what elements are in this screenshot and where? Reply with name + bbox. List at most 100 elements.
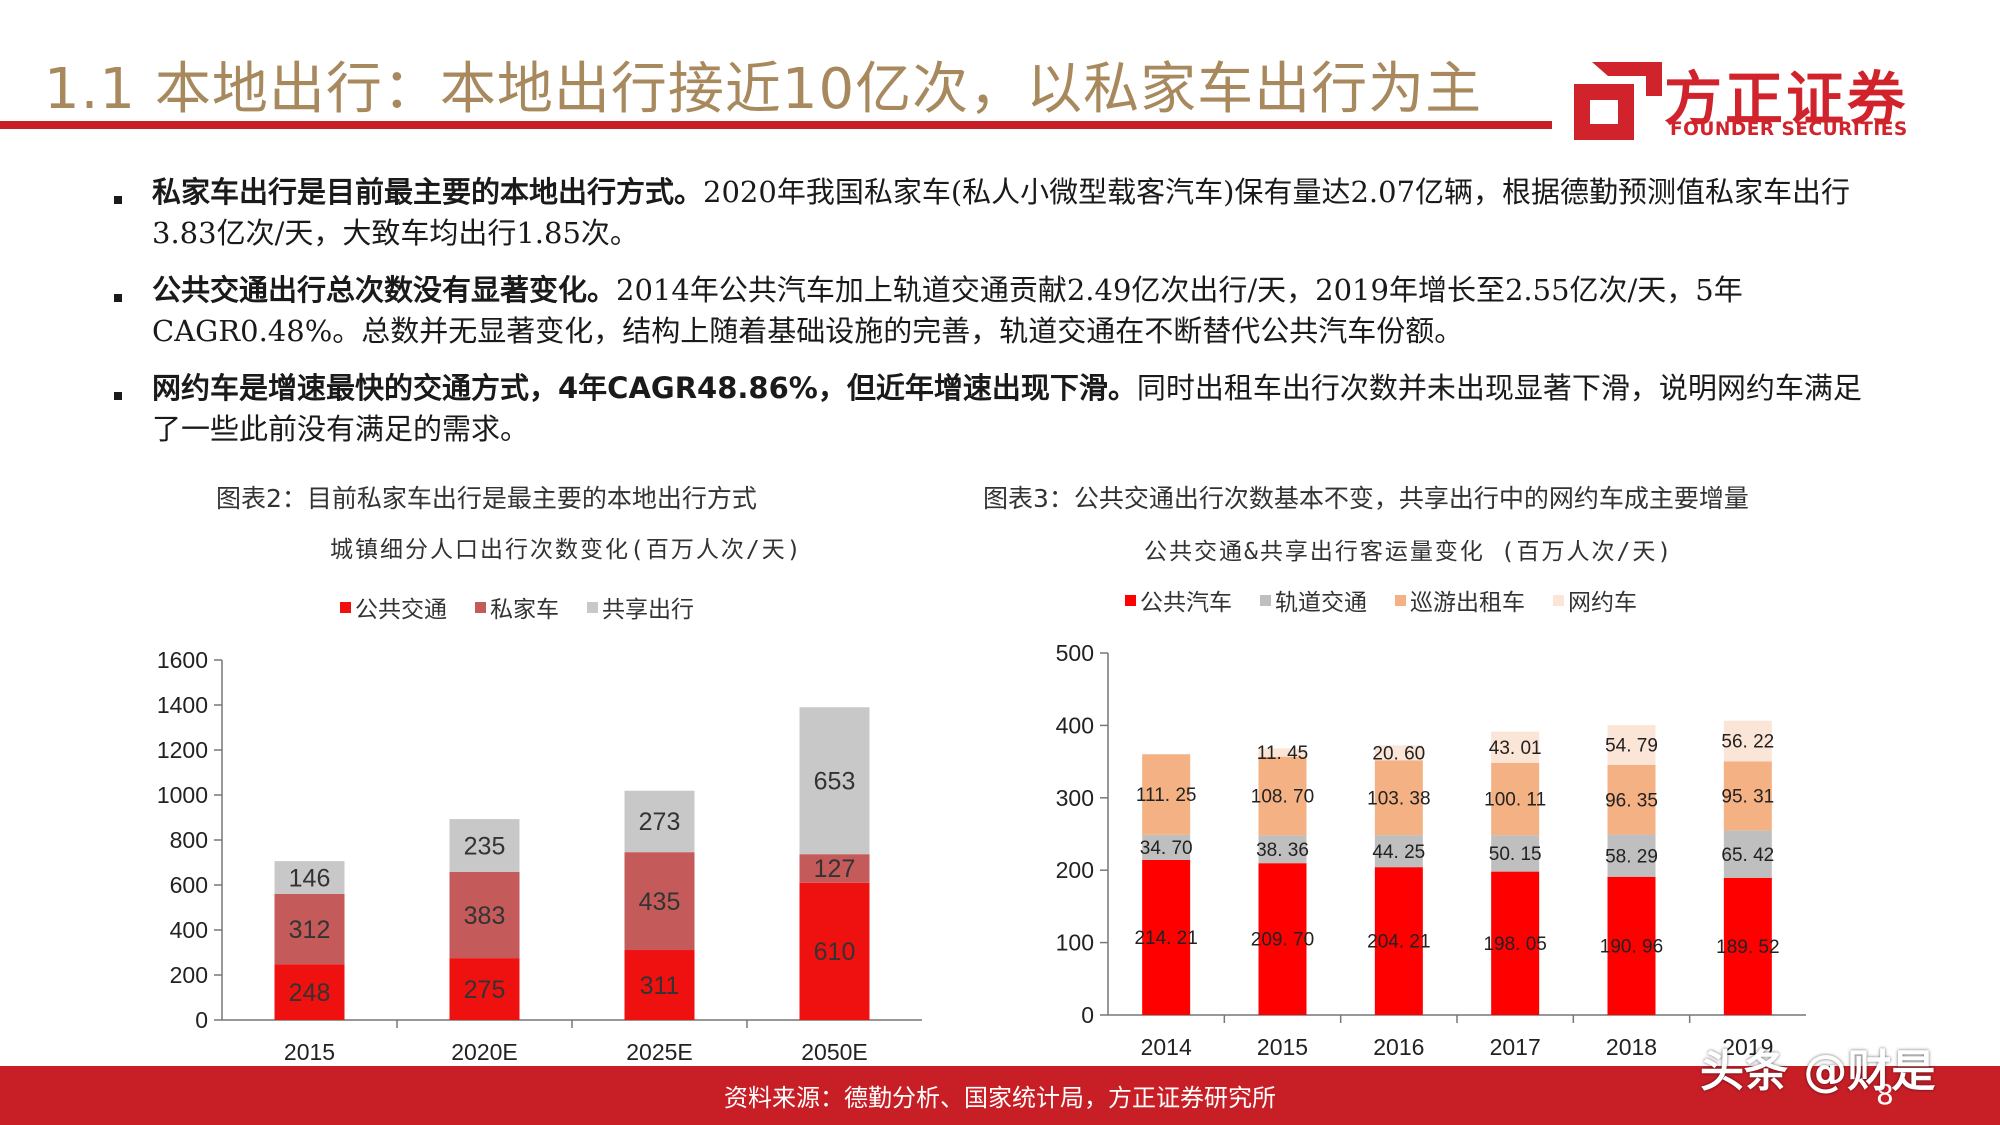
bullet-bold: 私家车出行是目前最主要的本地出行方式。 — [152, 175, 704, 209]
y-tick-label: 300 — [1056, 785, 1094, 811]
bar-segment — [449, 819, 520, 872]
bullet-text: 2014年公共汽车加上轨道交通贡献2.49亿次出行/天，2019年增长至2.55… — [152, 273, 1743, 348]
y-tick-label: 1400 — [157, 692, 208, 718]
y-tick-label: 400 — [170, 917, 208, 943]
legend-label: 轨道交通 — [1275, 590, 1367, 616]
bullet-item: 网约车是增速最快的交通方式，4年CAGR48.86%，但近年增速出现下滑。同时出… — [110, 368, 1870, 450]
data-label: 96. 35 — [1605, 790, 1658, 811]
data-label: 311 — [640, 972, 680, 1000]
bullet-item: 私家车出行是目前最主要的本地出行方式。2020年我国私家车(私人小微型载客汽车)… — [110, 172, 1870, 254]
legend-item: 共享出行 — [587, 590, 694, 624]
founder-logo-icon — [1574, 62, 1662, 140]
legend-item: 网约车 — [1553, 583, 1637, 617]
data-label: 100. 11 — [1484, 790, 1546, 811]
bar-segment — [449, 871, 520, 959]
legend-swatch — [1553, 594, 1564, 606]
y-tick-label: 200 — [170, 962, 208, 988]
bar-segment — [1142, 859, 1191, 1015]
legend-swatch — [1395, 594, 1406, 606]
y-tick-label: 200 — [1056, 857, 1094, 883]
bar-segment — [1258, 756, 1307, 836]
founder-logo: 方正证券 FOUNDER SECURITIES — [1570, 52, 2000, 148]
legend-item: 轨道交通 — [1260, 583, 1367, 617]
legend-label: 公共交通 — [355, 597, 447, 623]
data-label: 108. 70 — [1251, 787, 1314, 808]
bar-segment — [274, 861, 345, 894]
legend-item: 私家车 — [475, 590, 559, 624]
legend-item: 巡游出租车 — [1395, 583, 1525, 617]
x-tick-label: 2018 — [1606, 1034, 1657, 1060]
x-tick-label: 2014 — [1141, 1034, 1192, 1060]
data-label: 204. 21 — [1367, 932, 1430, 953]
bullet-item: 公共交通出行总次数没有显著变化。2014年公共汽车加上轨道交通贡献2.49亿次出… — [110, 270, 1870, 352]
bar-segment — [624, 852, 695, 951]
data-label: 312 — [289, 916, 331, 944]
bar-segment — [1374, 867, 1423, 1015]
x-tick-label: 2020E — [451, 1039, 518, 1065]
bullet-list: 私家车出行是目前最主要的本地出行方式。2020年我国私家车(私人小微型载客汽车)… — [110, 172, 1870, 466]
x-tick-label: 2017 — [1490, 1034, 1541, 1060]
legend-label: 网约车 — [1568, 590, 1637, 616]
bullet-bold: 公共交通出行总次数没有显著变化。 — [152, 273, 617, 307]
data-label: 235 — [464, 832, 506, 860]
bar-segment — [1258, 863, 1307, 1015]
footer-source: 资料来源：德勤分析、国家统计局，方正证券研究所 — [724, 1084, 1276, 1112]
legend-swatch — [1125, 594, 1136, 606]
y-tick-label: 800 — [170, 827, 208, 853]
legend-swatch — [475, 601, 486, 613]
bar-segment — [1374, 760, 1423, 836]
chart1-plot: 0 200 400 600 800 1000 1200 1400 1600 2015 248 312 1… — [157, 647, 922, 1065]
data-label: 20. 60 — [1372, 743, 1425, 764]
page-title: 1.1 本地出行：本地出行接近10亿次，以私家车出行为主 — [44, 57, 1483, 122]
bar-segment — [1258, 748, 1307, 757]
bar-segment — [799, 854, 870, 883]
bar-segment — [624, 950, 695, 1020]
chart1-title: 城镇细分人口出行次数变化(百万人次/天) — [330, 537, 803, 563]
x-tick-label: 2016 — [1373, 1034, 1424, 1060]
chart2-legend: 公共汽车 轨道交通 巡游出租车 网约车 — [1125, 583, 1637, 617]
chart1-legend: 公共交通 私家车 共享出行 — [340, 590, 694, 624]
bar-segment — [1142, 834, 1191, 860]
y-tick-label: 1600 — [157, 647, 208, 673]
data-label: 610 — [814, 938, 856, 966]
data-label: 146 — [289, 864, 331, 892]
bar-segment — [1491, 871, 1540, 1015]
data-label: 653 — [814, 767, 856, 795]
data-label: 103. 38 — [1367, 788, 1430, 809]
bar-segment — [1607, 834, 1656, 877]
bar-segment — [1723, 720, 1772, 762]
bullet-text: 同时出租车出行次数并未出现显著下滑，说明网约车满足了一些此前没有满足的需求。 — [152, 371, 1862, 446]
page-number: 8 — [1876, 1078, 1894, 1111]
y-tick-label: 1200 — [157, 737, 208, 763]
data-label: 383 — [464, 902, 506, 930]
data-label: 275 — [464, 976, 506, 1004]
data-label: 44. 25 — [1372, 842, 1425, 863]
bar-segment — [1491, 731, 1540, 763]
chart2-plot: 0 100 200 300 400 500 2014 214. 21 34. 70 111. 25… — [1056, 640, 1806, 1060]
y-tick-label: 1000 — [157, 782, 208, 808]
bar-segment — [1723, 877, 1772, 1015]
data-label: 198. 05 — [1483, 934, 1546, 955]
data-label: 209. 70 — [1251, 930, 1314, 951]
data-label: 248 — [289, 979, 331, 1007]
bar-segment — [1607, 876, 1656, 1015]
bar-segment — [1607, 764, 1656, 835]
bar-segment — [1142, 754, 1191, 835]
chart1-caption: 图表2：目前私家车出行是最主要的本地出行方式 — [216, 484, 757, 513]
x-tick-label: 2019 — [1722, 1034, 1773, 1060]
logo-en-text: FOUNDER SECURITIES — [1670, 119, 1908, 140]
data-label: 58. 29 — [1605, 846, 1658, 867]
x-tick-label: 2015 — [1257, 1034, 1308, 1060]
data-label: 435 — [639, 888, 681, 916]
legend-item: 公共汽车 — [1125, 583, 1232, 617]
data-label: 11. 45 — [1257, 743, 1308, 764]
legend-swatch — [340, 601, 351, 613]
bar-segment — [799, 882, 870, 1020]
legend-item: 公共交通 — [340, 590, 447, 624]
y-tick-label: 0 — [195, 1007, 208, 1033]
bar-segment — [799, 707, 870, 855]
chart2-title: 公共交通&共享出行客运量变化 (百万人次/天) — [1144, 539, 1674, 565]
data-label: 50. 15 — [1489, 844, 1542, 865]
legend-label: 巡游出租车 — [1410, 590, 1525, 616]
y-tick-label: 100 — [1056, 930, 1094, 956]
